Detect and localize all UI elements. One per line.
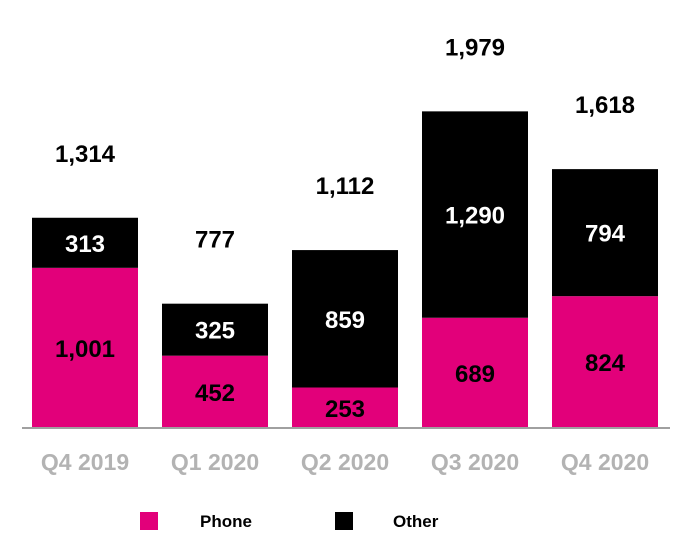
category-label-0: Q4 2019 — [41, 449, 129, 475]
total-label-1: 777 — [195, 227, 235, 254]
bar-phone-4 — [552, 296, 658, 428]
data-label-other-1: 325 — [195, 318, 235, 345]
data-label-phone-4: 824 — [585, 350, 626, 377]
category-label-1: Q1 2020 — [171, 449, 259, 475]
total-label-0: 1,314 — [55, 141, 116, 168]
legend-label-other: Other — [393, 512, 439, 531]
bar-phone-3 — [422, 317, 528, 428]
category-label-3: Q3 2020 — [431, 449, 519, 475]
data-label-other-4: 794 — [585, 221, 626, 248]
data-label-other-3: 1,290 — [445, 203, 505, 230]
bar-other-3 — [422, 111, 528, 318]
total-label-4: 1,618 — [575, 92, 635, 119]
data-label-phone-2: 253 — [325, 396, 365, 423]
bar-phone-0 — [32, 267, 138, 428]
data-label-phone-3: 689 — [455, 361, 495, 388]
bar-other-1 — [162, 303, 268, 356]
legend-swatch-phone — [140, 512, 158, 530]
legend-swatch-other — [335, 512, 353, 530]
bar-other-4 — [552, 169, 658, 297]
total-label-2: 1,112 — [316, 173, 375, 200]
data-label-other-0: 313 — [65, 231, 105, 258]
bar-phone-2 — [292, 387, 398, 428]
bar-phone-1 — [162, 355, 268, 428]
bar-other-2 — [292, 250, 398, 388]
data-label-phone-1: 452 — [195, 380, 235, 407]
category-label-4: Q4 2020 — [561, 449, 649, 475]
category-label-2: Q2 2020 — [301, 449, 389, 475]
legend-label-phone: Phone — [200, 512, 252, 531]
data-label-other-2: 859 — [325, 307, 365, 334]
data-label-phone-0: 1,001 — [55, 336, 115, 363]
total-label-3: 1,979 — [445, 34, 505, 61]
bar-other-0 — [32, 217, 138, 268]
